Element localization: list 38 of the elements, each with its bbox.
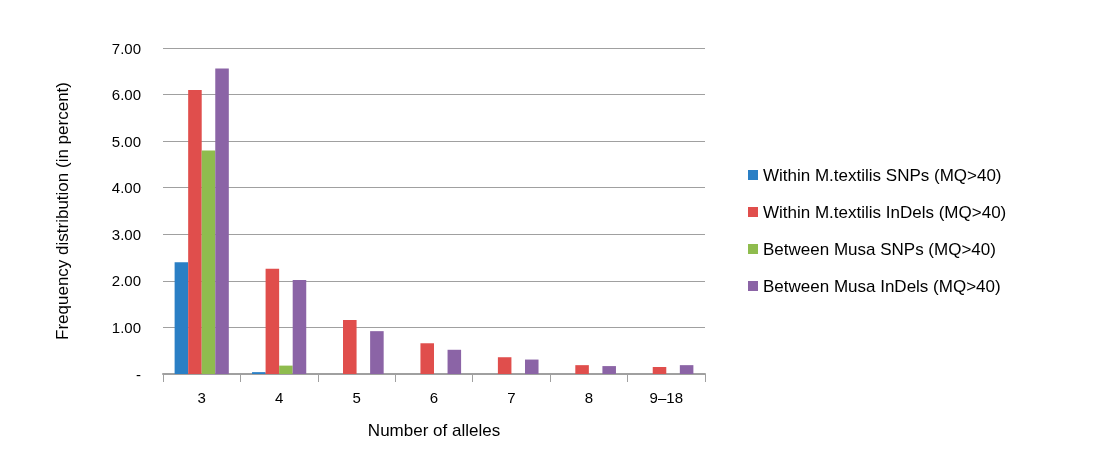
legend-label: Within M.textilis SNPs (MQ>40): [763, 165, 1002, 185]
bar: [201, 150, 216, 374]
bar: [265, 268, 280, 374]
y-tick-label: 1.00: [111, 318, 141, 336]
y-tick-label: 7.00: [111, 39, 141, 57]
bar: [652, 367, 667, 374]
x-tick-label: 5: [352, 389, 361, 406]
bar: [292, 279, 307, 374]
bar: [174, 262, 189, 374]
y-axis-title: Frequency distribution (in percent): [53, 82, 72, 340]
bar: [279, 365, 293, 374]
bar: [679, 365, 694, 374]
bar: [447, 349, 462, 374]
legend-label: Between Musa SNPs (MQ>40): [763, 239, 996, 259]
x-axis-title: Number of alleles: [367, 421, 501, 440]
y-tick-label: 3.00: [111, 225, 141, 243]
y-tick-label: 6.00: [111, 86, 141, 104]
y-tick-label: 4.00: [111, 179, 141, 197]
y-tick-label: -: [136, 365, 141, 383]
bar: [370, 331, 384, 374]
x-tick-label: 7: [507, 389, 516, 406]
bar: [602, 366, 616, 374]
bar: [524, 359, 539, 374]
x-tick-label: 9–18: [649, 389, 683, 406]
y-tick-label: 2.00: [111, 272, 141, 290]
bar: [215, 68, 229, 374]
x-tick-label: 4: [274, 389, 284, 406]
bar: [343, 319, 357, 374]
legend-label: Between Musa InDels (MQ>40): [763, 276, 1001, 296]
bar: [575, 365, 589, 374]
x-tick-label: 8: [584, 389, 594, 406]
x-tick-label: 6: [429, 389, 439, 406]
y-tick-label: 5.00: [111, 132, 141, 150]
legend-label: Within M.textilis InDels (MQ>40): [763, 202, 1007, 222]
x-tick-label: 3: [197, 389, 206, 406]
bar: [420, 343, 434, 374]
bar: [497, 357, 512, 374]
bar: [188, 89, 202, 374]
